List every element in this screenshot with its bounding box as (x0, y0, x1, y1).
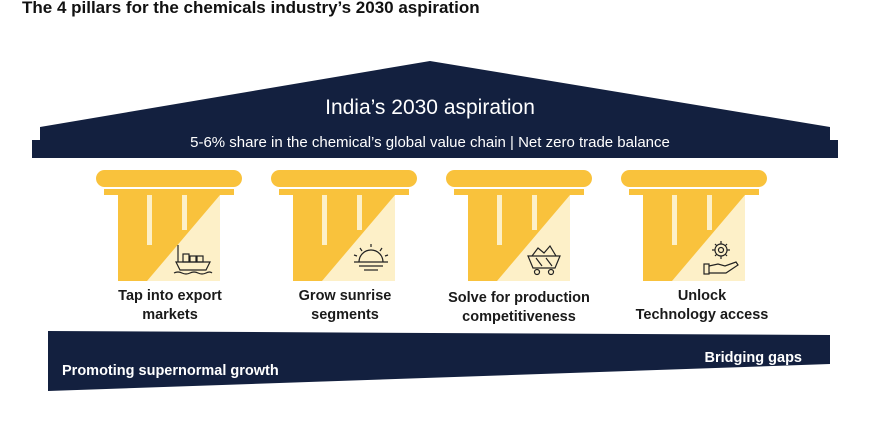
pillars: Tap into export markets Grow sunris (96, 170, 768, 325)
pillar-label: competitiveness (462, 309, 576, 325)
pillar-sunrise: Grow sunrise segments (271, 170, 417, 323)
roof-subtitle: 5-6% share in the chemical’s global valu… (190, 134, 670, 151)
cargo-ship-icon (173, 245, 213, 275)
pillar-label: segments (311, 307, 379, 323)
pillar-label: Grow sunrise (299, 288, 392, 304)
roof: India’s 2030 aspiration 5-6% share in th… (32, 61, 838, 158)
pillar-export: Tap into export markets (96, 170, 242, 323)
pillar-technology: Unlock Technology access (621, 170, 768, 323)
foundation: Promoting supernormal growth Bridging ga… (48, 331, 830, 391)
pillar-label: markets (142, 307, 198, 323)
mine-cart-icon (527, 244, 561, 276)
pillar-label: Tap into export (118, 288, 222, 304)
pillar-label: Technology access (636, 307, 769, 323)
roof-title: India’s 2030 aspiration (325, 96, 535, 119)
base-right-label: Bridging gaps (705, 350, 802, 366)
gear-hand-icon (703, 241, 739, 275)
pillar-label: Solve for production (448, 290, 590, 306)
pillar-label: Unlock (678, 288, 727, 304)
page-title: The 4 pillars for the chemicals industry… (22, 0, 480, 17)
base-left-label: Promoting supernormal growth (62, 363, 279, 379)
pillar-production: Solve for production competitiveness (446, 170, 592, 325)
sunrise-icon (353, 244, 389, 271)
